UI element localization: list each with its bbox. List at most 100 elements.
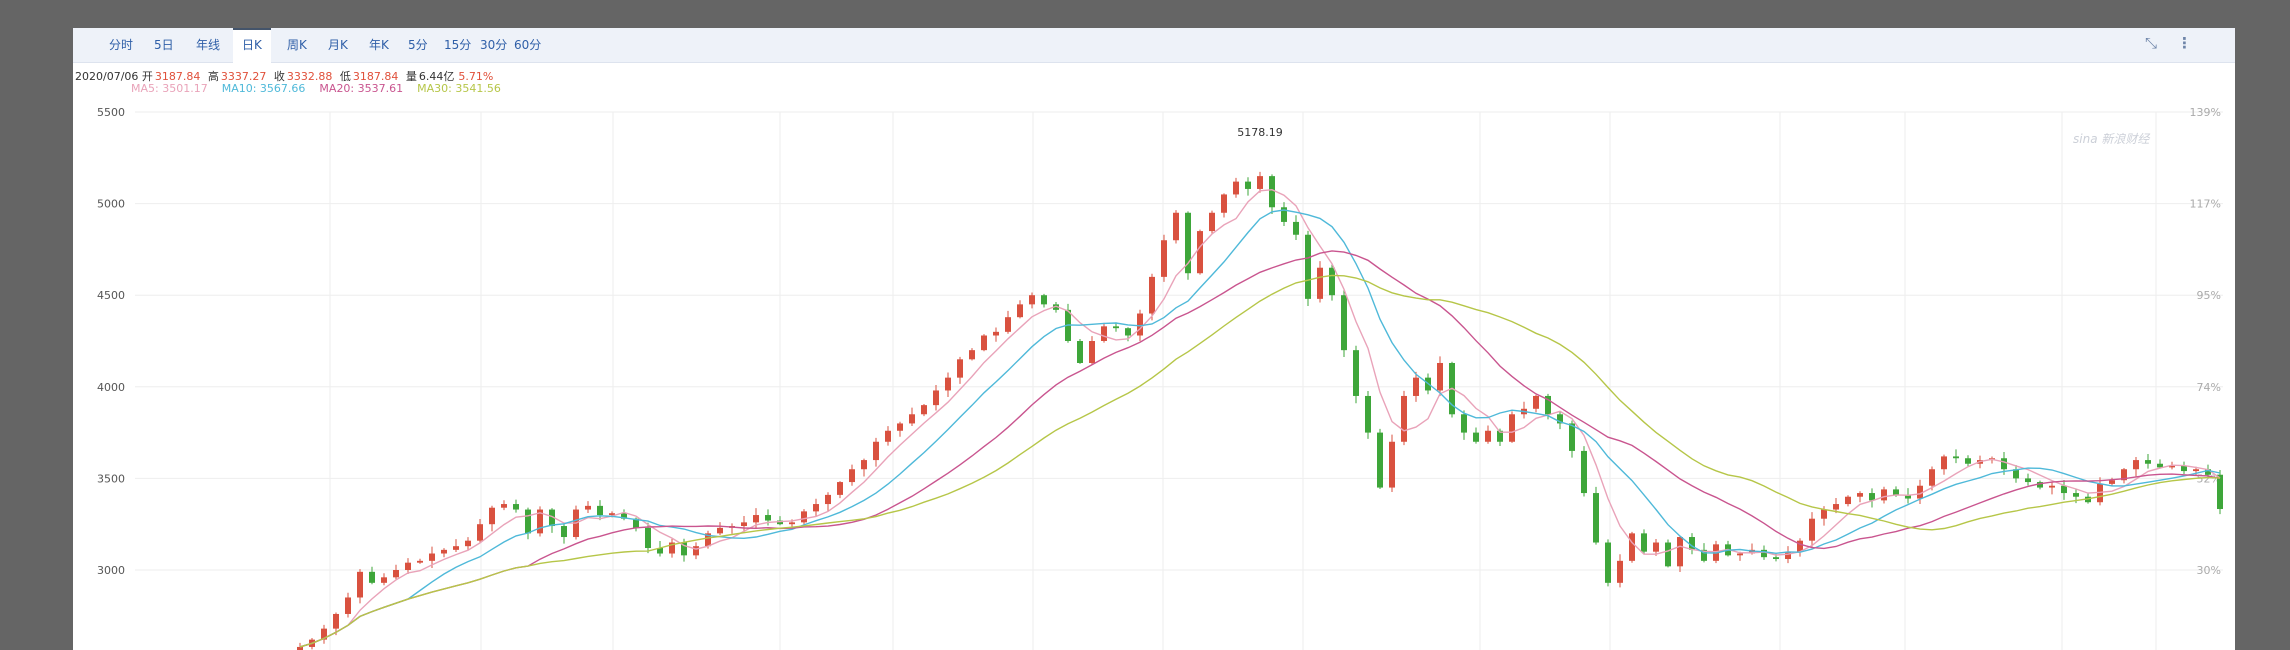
tab-分时[interactable]: 分时 (109, 38, 134, 52)
candle-body (1125, 328, 1131, 336)
candle-body (621, 513, 627, 519)
tab-5分[interactable]: 5分 (408, 38, 428, 52)
candle-body (2121, 469, 2127, 481)
candle-body (1221, 194, 1227, 213)
candle-body (345, 597, 351, 614)
candle-body (2205, 469, 2211, 475)
candle-body (585, 505, 591, 510)
candle-body (1377, 432, 1383, 488)
candle-body (1149, 276, 1155, 314)
candle-body (957, 359, 963, 378)
candle-body (1617, 560, 1623, 583)
candle-body (1569, 423, 1575, 451)
candle-body (357, 571, 363, 598)
candle-body (705, 533, 711, 547)
candle-body (1089, 341, 1095, 363)
candle-body (1809, 518, 1815, 541)
y-tick-label: 5000 (97, 198, 125, 211)
y-tick-label: 3500 (97, 472, 125, 485)
y-tick-label: 4500 (97, 289, 125, 302)
candle-body (1029, 295, 1035, 305)
candle-body (993, 331, 999, 336)
candle-body (2049, 485, 2055, 488)
tab-月K[interactable]: 月K (328, 38, 348, 52)
candle-body (597, 505, 603, 516)
candle-body (453, 546, 459, 550)
close-value: 3332.88 (286, 70, 333, 83)
candle-body (1509, 414, 1515, 442)
more-vertical-icon[interactable]: ⋮ (2177, 34, 2192, 52)
candle-body (609, 513, 615, 516)
tab-日K[interactable]: 日K (233, 28, 271, 63)
candle-body (1101, 326, 1107, 341)
volume-label: 量 (405, 70, 417, 83)
candle-body (1833, 504, 1839, 510)
watermark-logo: sina 新浪财经 (2073, 132, 2151, 146)
info-date: 2020/07/06 (75, 70, 139, 83)
candle-body (381, 577, 387, 583)
candle-body (633, 518, 639, 528)
candle-body (2013, 469, 2019, 479)
candle-body (909, 414, 915, 424)
candle-body (789, 522, 795, 525)
candle-body (1545, 395, 1551, 415)
tab-5日[interactable]: 5日 (154, 38, 174, 52)
candle-body (1185, 212, 1191, 274)
fullscreen-exit-icon[interactable]: ⤡ (2145, 34, 2158, 52)
candle-body (753, 515, 759, 523)
candle-body (1605, 542, 1611, 583)
candle-body (1365, 395, 1371, 433)
tab-15分[interactable]: 15分 (444, 38, 472, 52)
candle-body (297, 646, 303, 650)
candle-body (1665, 542, 1671, 567)
candle-body (1053, 304, 1059, 310)
candle-body (2037, 482, 2043, 488)
tab-周K[interactable]: 周K (287, 38, 307, 52)
candle-body (897, 423, 903, 431)
candle-body (1797, 540, 1803, 552)
tab-60分[interactable]: 60分 (514, 38, 542, 52)
ma-line-ma20 (299, 250, 2221, 648)
candle-body (1317, 267, 1323, 299)
candle-body (2061, 485, 2067, 494)
ma-line-ma5 (299, 188, 2221, 648)
candle-body (1857, 493, 1863, 497)
candle-body (525, 509, 531, 534)
y2-tick-label: 117% (2190, 198, 2221, 211)
low-label: 低 (339, 70, 351, 83)
tab-年K[interactable]: 年K (369, 38, 389, 52)
candle-body (1461, 414, 1467, 433)
candle-body (1485, 430, 1491, 442)
candle-body (1233, 181, 1239, 195)
candle-body (1557, 414, 1563, 424)
candle-body (777, 520, 783, 525)
candle-body (1329, 267, 1335, 296)
y2-tick-label: 95% (2197, 289, 2221, 302)
tab-年线[interactable]: 年线 (196, 38, 221, 52)
candle-body (513, 504, 519, 510)
tab-30分[interactable]: 30分 (480, 38, 508, 52)
candle-body (1353, 350, 1359, 396)
candle-body (1761, 549, 1767, 558)
candle-body (369, 571, 375, 583)
volume-value: 6.44亿 (418, 70, 455, 83)
candle-body (981, 335, 987, 351)
candle-body (2217, 474, 2223, 510)
candle-body (1161, 240, 1167, 277)
candle-body (1209, 212, 1215, 232)
candle-body (717, 527, 723, 534)
candle-body (1845, 496, 1851, 505)
y2-tick-label: 74% (2197, 381, 2221, 394)
candle-body (489, 507, 495, 525)
candle-body (1389, 441, 1395, 488)
candle-body (837, 482, 843, 495)
candle-body (657, 548, 663, 554)
ma-legend-ma30: MA30: 3541.56 (417, 82, 501, 95)
ma-legend-ma10: MA10: 3567.66 (221, 82, 306, 95)
candle-body (1737, 553, 1743, 556)
y-tick-label: 3000 (97, 564, 125, 577)
high-label: 高 (207, 70, 219, 83)
candle-body (645, 527, 651, 549)
candle-body (681, 542, 687, 556)
candle-body (1293, 221, 1299, 235)
